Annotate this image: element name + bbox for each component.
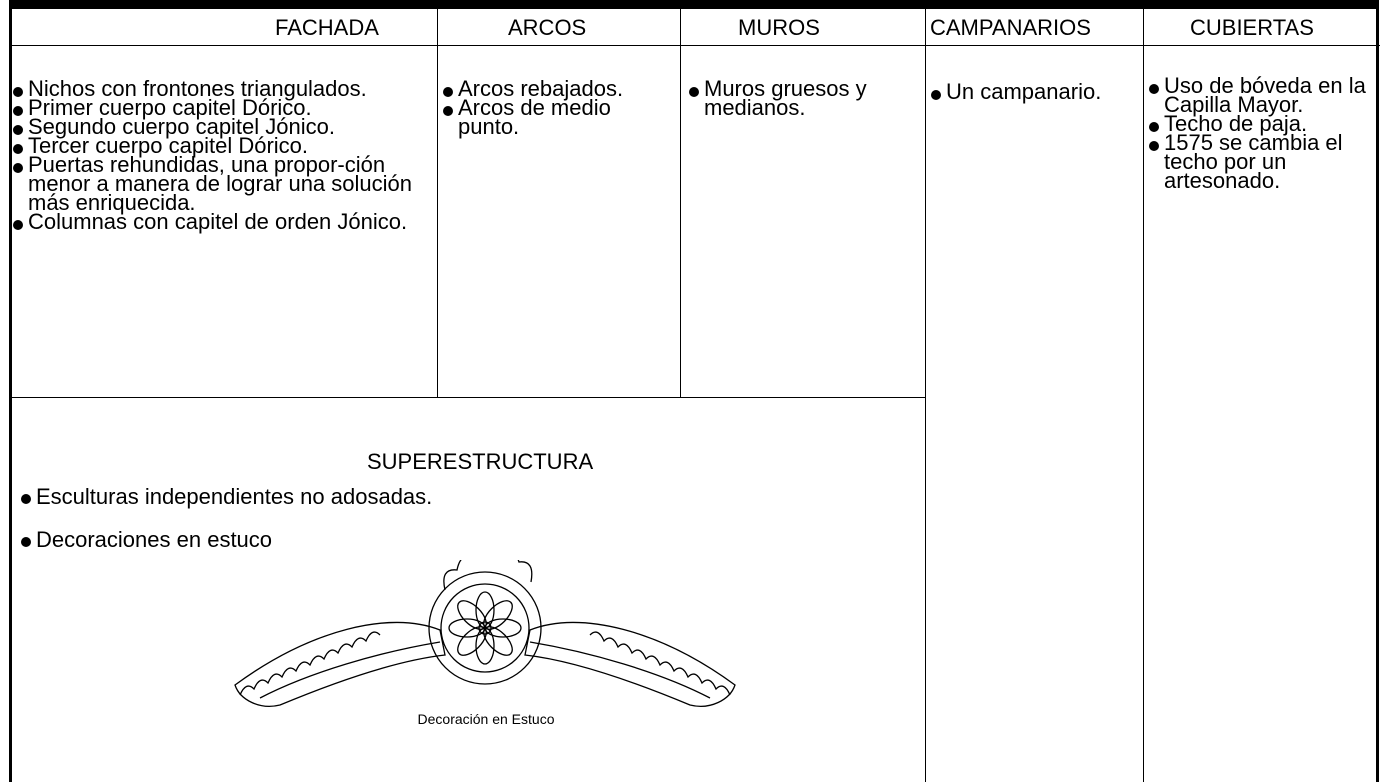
leaf-scallops — [239, 631, 731, 696]
rosette — [448, 591, 522, 665]
list-item: Arcos de medio punto. — [440, 97, 670, 138]
section-title: SUPERESTRUCTURA — [367, 449, 594, 474]
item-list: Nichos con frontones triangulados. Primer… — [10, 78, 430, 233]
list-item: Segundo cuerpo capitel Jónico. — [10, 116, 430, 138]
item-list: Un campanario. — [928, 81, 1138, 103]
list-item: Muros gruesos y medianos. — [686, 78, 886, 119]
caption: Decoración en Estuco — [417, 711, 555, 727]
inner-ring — [440, 583, 530, 673]
table-frame — [9, 0, 1379, 782]
list-item: Techo de paja. — [1146, 113, 1378, 135]
list-item: Arcos rebajados. — [440, 78, 670, 100]
list-item: Esculturas independientes no adosadas. — [18, 486, 818, 508]
column-header: CUBIERTAS — [1190, 15, 1314, 40]
item-list: Uso de bóveda en la Capilla Mayor. Techo … — [1146, 75, 1378, 192]
leaf — [524, 621, 736, 707]
list-item: Un campanario. — [928, 81, 1138, 103]
stucco-ornament — [234, 560, 736, 707]
item-list: Arcos rebajados. Arcos de medio punto. — [440, 78, 670, 138]
column-header: MUROS — [738, 15, 820, 40]
list-item: Puertas rehundidas, una propor-ción meno… — [10, 154, 430, 214]
col-rule — [1143, 9, 1144, 782]
list-item: Nichos con frontones triangulados. — [10, 78, 430, 100]
leaf — [234, 621, 446, 707]
list-item: Decoraciones en estuco — [18, 529, 818, 551]
list-item: Tercer cuerpo capitel Dórico. — [10, 135, 430, 157]
column-header: FACHADA — [275, 15, 379, 40]
col-rule — [437, 9, 438, 397]
crown-lobes — [443, 560, 533, 591]
item-list: Esculturas independientes no adosadas. De… — [18, 486, 818, 572]
list-item: 1575 se cambia el techo por un artesonad… — [1146, 132, 1378, 192]
leaf-rib — [259, 641, 711, 699]
col-rule — [680, 9, 681, 397]
column-header: ARCOS — [508, 15, 587, 40]
column-header: CAMPANARIOS — [930, 15, 1091, 40]
header-rule — [10, 45, 1380, 46]
item-list: Muros gruesos y medianos. — [686, 78, 886, 119]
row-rule — [10, 397, 925, 398]
list-item: Primer cuerpo capitel Dórico. — [10, 97, 430, 119]
list-item: Uso de bóveda en la Capilla Mayor. — [1146, 75, 1378, 116]
col-rule — [925, 9, 926, 782]
outer-ring — [428, 571, 542, 685]
list-item: Columnas con capitel de orden Jónico. — [10, 211, 430, 233]
